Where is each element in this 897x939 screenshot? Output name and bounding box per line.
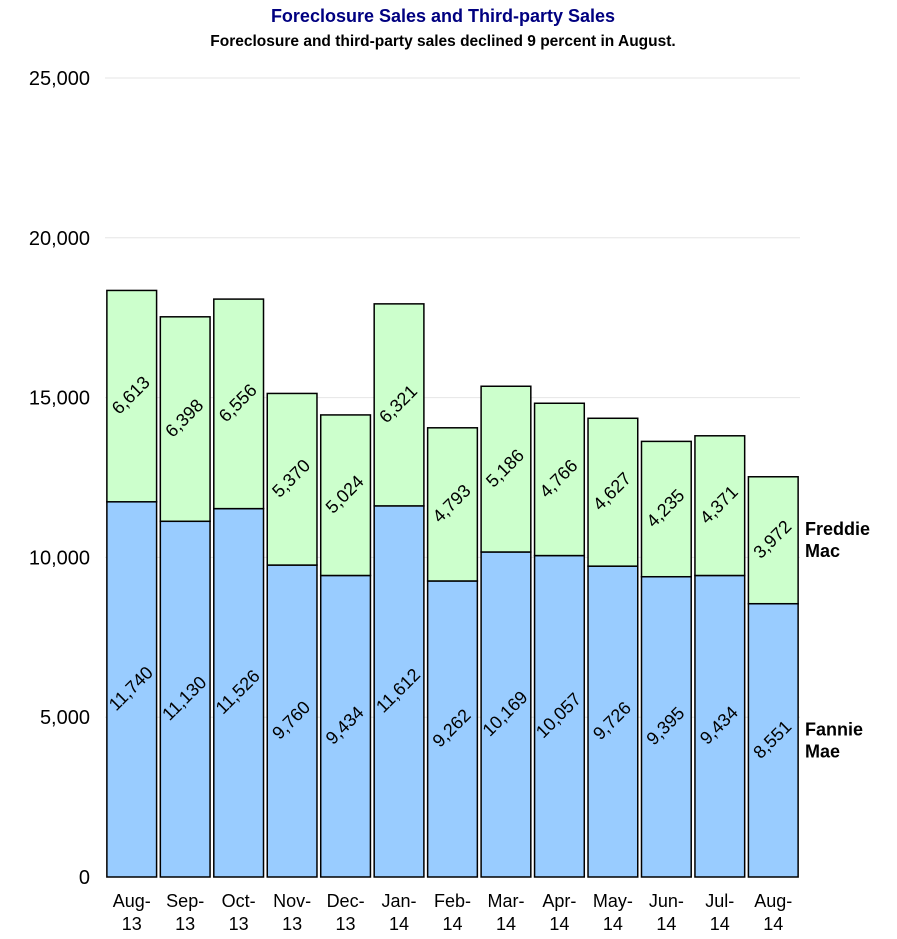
x-axis-tick-labels: Aug- 13 Sep- 13 Oct- 13 Nov- 13 Dec- 13 Jan- 14 Feb-… <box>113 891 793 934</box>
x-tick-label: Jul- <box>705 891 734 911</box>
legend-entry: Fannie <box>805 719 863 739</box>
x-tick-label: Nov- <box>273 891 311 911</box>
bar-freddie-mac <box>159 316 211 523</box>
bar-freddie-mac <box>426 427 479 582</box>
x-tick-label: 14 <box>549 914 569 934</box>
y-tick-label: 25,000 <box>29 68 90 90</box>
bar-fannie-mae <box>106 501 158 878</box>
x-tick-label: 14 <box>442 914 462 934</box>
x-tick-label: Aug- <box>113 891 151 911</box>
x-tick-label: 13 <box>282 914 302 934</box>
x-tick-label: 14 <box>496 914 516 934</box>
x-tick-label: 14 <box>710 914 730 934</box>
bars <box>106 289 799 878</box>
y-tick-label: 10,000 <box>29 547 90 569</box>
y-axis-tick-labels: 0 5,000 10,000 15,000 20,000 25,000 <box>29 68 90 889</box>
x-tick-label: 14 <box>389 914 409 934</box>
bar-fannie-mae <box>533 554 586 878</box>
x-tick-label: 14 <box>763 914 783 934</box>
x-tick-label: Jun- <box>649 891 684 911</box>
x-tick-label: Jan- <box>382 891 417 911</box>
bar-freddie-mac <box>640 440 692 578</box>
y-tick-label: 20,000 <box>29 228 90 250</box>
bar-fannie-mae <box>426 580 479 878</box>
bar-freddie-mac <box>266 392 318 566</box>
bar-fannie-mae <box>373 505 425 878</box>
bar-fannie-mae <box>587 565 639 878</box>
bar-freddie-mac <box>587 417 639 567</box>
legend-entry: Mac <box>805 541 840 561</box>
bar-fannie-mae <box>266 564 318 878</box>
chart-subtitle: Foreclosure and third-party sales declin… <box>210 33 675 50</box>
x-tick-label: Oct- <box>222 891 256 911</box>
x-tick-label: 14 <box>603 914 623 934</box>
bar-freddie-mac <box>213 298 265 510</box>
x-tick-label: Apr- <box>542 891 576 911</box>
x-tick-label: Sep- <box>166 891 204 911</box>
x-tick-label: Dec- <box>327 891 365 911</box>
bar-freddie-mac <box>106 289 158 503</box>
chart-title: Foreclosure Sales and Third-party Sales <box>271 6 615 26</box>
bar-freddie-mac <box>747 476 799 605</box>
bar-fannie-mae <box>319 574 372 878</box>
x-tick-label: 13 <box>122 914 142 934</box>
legend-entry: Mae <box>805 741 840 761</box>
x-tick-label: 13 <box>336 914 356 934</box>
y-tick-label: 15,000 <box>29 388 90 410</box>
x-tick-label: 13 <box>175 914 195 934</box>
bar-freddie-mac <box>533 402 586 557</box>
bar-freddie-mac <box>480 385 532 553</box>
y-tick-label: 0 <box>79 867 90 889</box>
bar-fannie-mae <box>640 575 692 878</box>
x-tick-label: 14 <box>656 914 676 934</box>
x-tick-label: Aug- <box>754 891 792 911</box>
x-tick-label: Mar- <box>487 891 524 911</box>
bar-fannie-mae <box>480 551 532 878</box>
legend-entry: Freddie <box>805 519 870 539</box>
bar-freddie-mac <box>694 435 746 577</box>
x-tick-label: May- <box>593 891 633 911</box>
bar-fannie-mae <box>694 574 746 878</box>
bar-freddie-mac <box>373 303 425 507</box>
bar-freddie-mac <box>319 414 372 577</box>
x-tick-label: Feb- <box>434 891 471 911</box>
x-tick-label: 13 <box>229 914 249 934</box>
y-tick-label: 5,000 <box>40 707 90 729</box>
bar-fannie-mae <box>747 602 799 878</box>
